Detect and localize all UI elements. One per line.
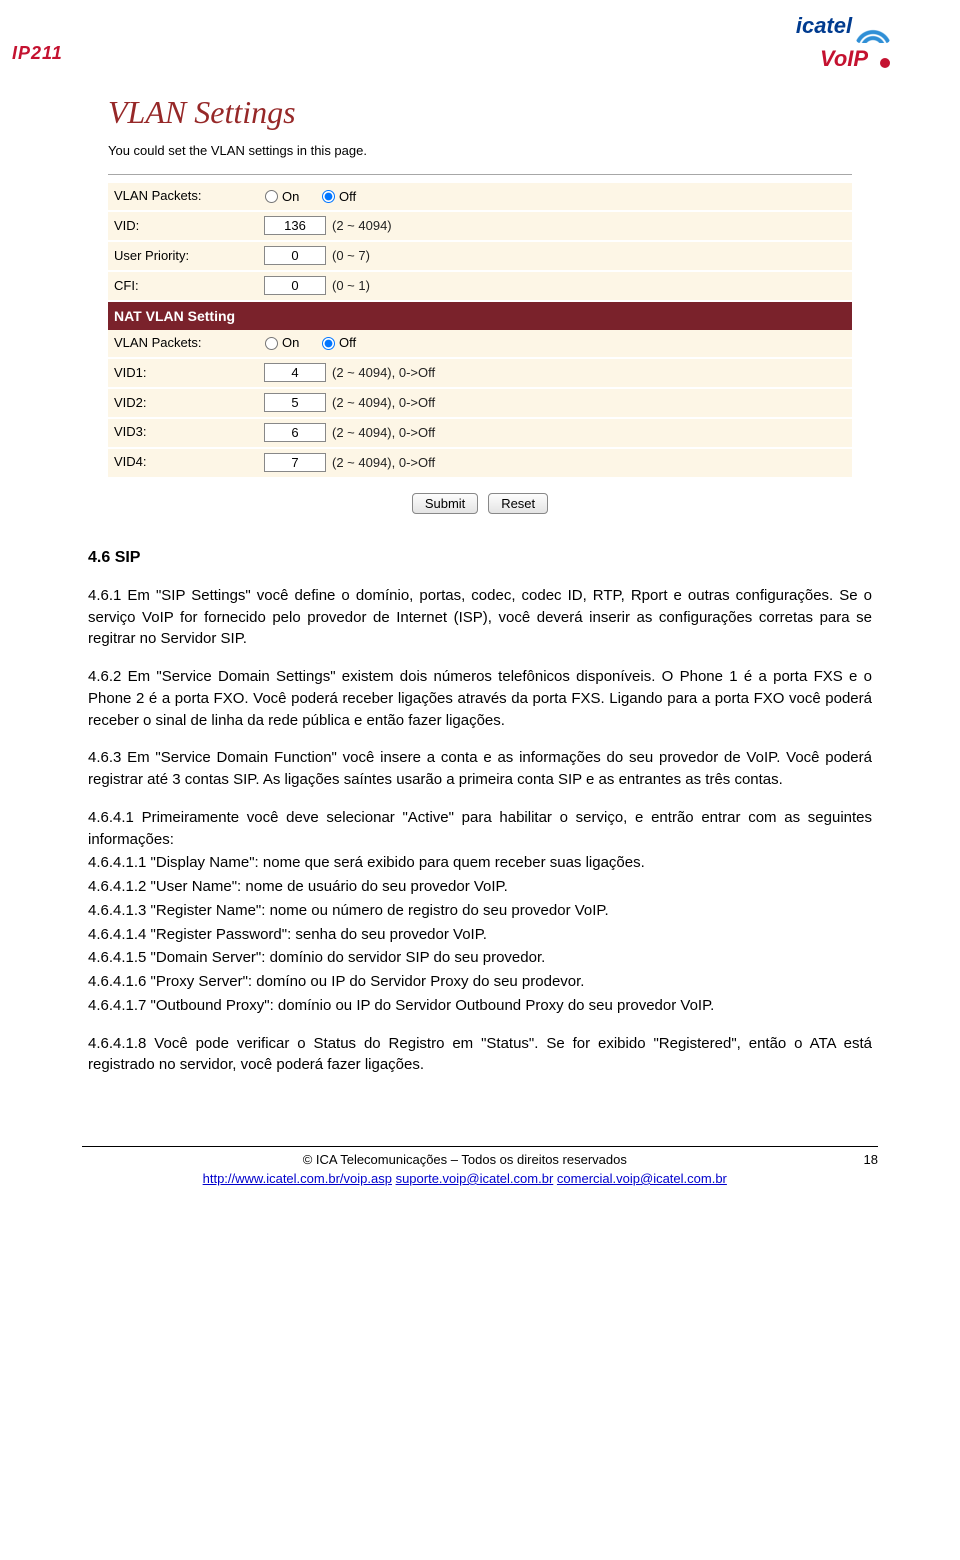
- cfi-input[interactable]: [264, 276, 326, 295]
- page-header: IP211 icatel VoIP: [0, 0, 960, 75]
- paragraph-46418: 4.6.4.1.8 Você pode verificar o Status d…: [88, 1033, 872, 1077]
- vlan-packets-off-radio[interactable]: [322, 190, 335, 203]
- nat-vlan-on-radio[interactable]: [265, 337, 278, 350]
- page-footer: © ICA Telecomunicações – Todos os direit…: [82, 1146, 878, 1189]
- brand-sub: VoIP: [820, 43, 868, 75]
- paragraph-461: 4.6.1 Em "SIP Settings" você define o do…: [88, 585, 872, 650]
- dot-icon: [880, 58, 890, 68]
- vlan-intro: You could set the VLAN settings in this …: [108, 142, 852, 175]
- vid1-input[interactable]: [264, 363, 326, 382]
- footer-text: © ICA Telecomunicações – Todos os direit…: [82, 1151, 848, 1189]
- vlan-table-top: VLAN Packets: On Off VID: (2 ~ 4094) Use…: [108, 183, 852, 478]
- reset-button[interactable]: Reset: [488, 493, 548, 514]
- block-4641: 4.6.4.1 Primeiramente você deve selecion…: [88, 807, 872, 1017]
- document-body: 4.6 SIP 4.6.1 Em "SIP Settings" você def…: [0, 546, 960, 1122]
- paragraph-463: 4.6.3 Em "Service Domain Function" você …: [88, 747, 872, 791]
- brand-logo: icatel VoIP: [796, 10, 890, 75]
- line-46416: 4.6.4.1.6 "Proxy Server": domíno ou IP d…: [88, 971, 872, 993]
- line-46414: 4.6.4.1.4 "Register Password": senha do …: [88, 924, 872, 946]
- nat-vlan-off-radio[interactable]: [322, 337, 335, 350]
- line-46411: 4.6.4.1.1 "Display Name": nome que será …: [88, 852, 872, 874]
- vlan-packets-label: VLAN Packets:: [108, 183, 258, 211]
- vid2-hint: (2 ~ 4094), 0->Off: [332, 395, 435, 410]
- footer-email-support[interactable]: suporte.voip@icatel.com.br: [396, 1171, 554, 1186]
- vid2-label: VID2:: [108, 388, 258, 418]
- line-46413: 4.6.4.1.3 "Register Name": nome ou númer…: [88, 900, 872, 922]
- model-badge: IP211: [12, 40, 63, 66]
- arc-icon: [856, 15, 890, 43]
- brand-name: icatel: [796, 13, 852, 38]
- vid-hint: (2 ~ 4094): [332, 218, 392, 233]
- vid1-hint: (2 ~ 4094), 0->Off: [332, 365, 435, 380]
- vid-label: VID:: [108, 211, 258, 241]
- vid1-label: VID1:: [108, 358, 258, 388]
- footer-email-commercial[interactable]: comercial.voip@icatel.com.br: [557, 1171, 727, 1186]
- vlan-packets-on-radio[interactable]: [265, 190, 278, 203]
- footer-copyright: © ICA Telecomunicações – Todos os direit…: [82, 1151, 848, 1170]
- user-priority-label: User Priority:: [108, 241, 258, 271]
- cfi-label: CFI:: [108, 271, 258, 301]
- cfi-hint: (0 ~ 1): [332, 278, 370, 293]
- on-label: On: [282, 189, 299, 204]
- user-priority-input[interactable]: [264, 246, 326, 265]
- section-title: 4.6 SIP: [88, 546, 872, 569]
- off-label-2: Off: [339, 335, 356, 350]
- paragraph-4641: 4.6.4.1 Primeiramente você deve selecion…: [88, 807, 872, 851]
- vid4-input[interactable]: [264, 453, 326, 472]
- vid4-label: VID4:: [108, 448, 258, 478]
- vid3-input[interactable]: [264, 423, 326, 442]
- line-46412: 4.6.4.1.2 "User Name": nome de usuário d…: [88, 876, 872, 898]
- vid-input[interactable]: [264, 216, 326, 235]
- page-number: 18: [848, 1151, 878, 1170]
- vid2-input[interactable]: [264, 393, 326, 412]
- vid4-hint: (2 ~ 4094), 0->Off: [332, 455, 435, 470]
- line-46417: 4.6.4.1.7 "Outbound Proxy": domínio ou I…: [88, 995, 872, 1017]
- vid3-label: VID3:: [108, 418, 258, 448]
- vlan-settings-panel: VLAN Settings You could set the VLAN set…: [108, 85, 852, 521]
- submit-button[interactable]: Submit: [412, 493, 478, 514]
- vlan-title: VLAN Settings: [108, 85, 852, 141]
- paragraph-462: 4.6.2 Em "Service Domain Settings" exist…: [88, 666, 872, 731]
- button-row: Submit Reset: [108, 479, 852, 522]
- priority-hint: (0 ~ 7): [332, 248, 370, 263]
- off-label: Off: [339, 189, 356, 204]
- nat-vlan-packets-label: VLAN Packets:: [108, 330, 258, 358]
- divider: [108, 174, 852, 175]
- vid3-hint: (2 ~ 4094), 0->Off: [332, 425, 435, 440]
- nat-vlan-heading: NAT VLAN Setting: [108, 301, 852, 330]
- line-46415: 4.6.4.1.5 "Domain Server": domínio do se…: [88, 947, 872, 969]
- footer-url[interactable]: http://www.icatel.com.br/voip.asp: [203, 1171, 392, 1186]
- on-label-2: On: [282, 335, 299, 350]
